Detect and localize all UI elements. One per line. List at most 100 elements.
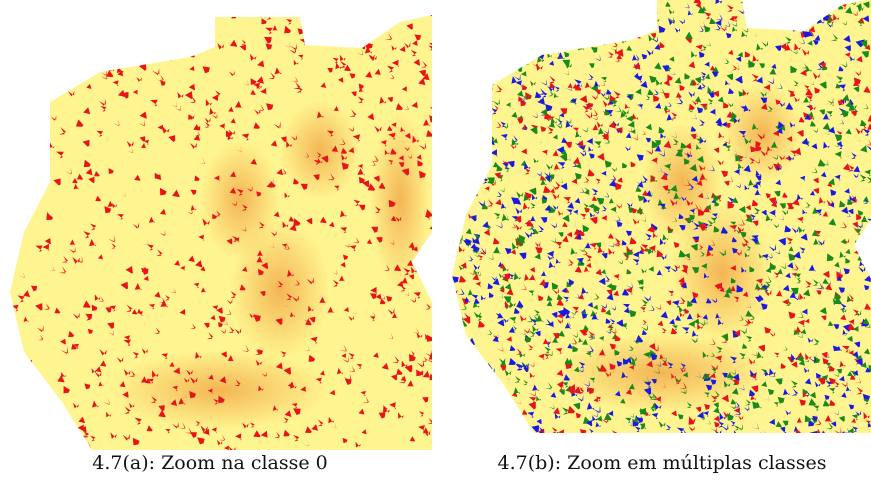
sample-point	[465, 346, 471, 352]
sample-point	[552, 26, 558, 32]
sample-point	[2, 367, 10, 375]
figure-images	[0, 0, 871, 450]
sample-point	[139, 28, 146, 34]
sample-point	[797, 3, 802, 8]
sample-point	[551, 446, 558, 450]
sample-point	[40, 427, 47, 435]
sample-point	[535, 52, 540, 57]
sample-point	[445, 16, 452, 23]
sample-point	[24, 11, 31, 18]
sample-point	[608, 15, 615, 22]
sample-point	[428, 287, 434, 293]
sample-point	[49, 91, 55, 96]
sample-point	[811, 440, 817, 445]
sample-point	[499, 33, 504, 38]
sample-point	[458, 359, 465, 366]
sample-point	[458, 70, 464, 77]
sample-point	[475, 33, 483, 41]
sample-point	[497, 440, 503, 446]
sample-point	[427, 239, 433, 245]
sample-point	[602, 23, 608, 29]
sample-point	[778, 13, 786, 21]
sample-point	[320, 8, 327, 15]
sample-point	[780, 444, 786, 450]
sample-point	[166, 55, 172, 61]
sample-point	[319, 8, 325, 14]
sample-point	[541, 35, 546, 40]
sample-point	[17, 351, 23, 357]
sample-point	[484, 150, 490, 155]
sample-point	[159, 24, 165, 30]
sample-point	[434, 352, 440, 358]
sample-point	[508, 1, 515, 7]
sample-point	[476, 70, 483, 77]
sample-point	[456, 118, 463, 125]
sample-point	[567, 19, 574, 26]
sample-point	[455, 53, 462, 60]
sample-point	[473, 128, 480, 134]
sample-point	[445, 5, 452, 11]
sample-point	[479, 143, 485, 149]
sample-point	[1, 328, 8, 335]
sample-point	[807, 444, 812, 449]
sample-point	[456, 189, 463, 196]
sample-point	[536, 26, 543, 33]
sample-point	[753, 0, 760, 4]
sample-point	[612, 25, 618, 31]
sample-point	[598, 1, 605, 8]
sample-point	[21, 141, 29, 149]
sample-point	[455, 434, 461, 440]
sample-point	[154, 27, 161, 34]
sample-point	[864, 439, 871, 446]
sample-point	[468, 390, 474, 397]
sample-point	[182, 45, 188, 51]
sample-point	[31, 66, 38, 73]
sample-point	[794, 446, 802, 451]
sample-point	[608, 33, 616, 40]
sample-point	[490, 437, 496, 443]
sample-point	[4, 427, 11, 435]
sample-point	[464, 377, 471, 384]
sample-point	[430, 374, 436, 380]
sample-point	[788, 15, 793, 21]
sample-point	[627, 0, 634, 6]
sample-point	[22, 22, 29, 29]
sample-point	[47, 393, 53, 398]
sample-point	[863, 236, 869, 242]
sample-point	[316, 33, 321, 38]
sample-point	[583, 441, 589, 447]
sample-point	[504, 432, 510, 438]
sample-point	[444, 48, 451, 55]
sample-point	[456, 354, 461, 360]
sample-point	[35, 168, 40, 173]
sample-point	[466, 37, 473, 44]
sample-point	[444, 373, 450, 379]
sample-point	[486, 83, 493, 90]
sample-point	[13, 442, 18, 447]
sample-point	[855, 240, 860, 245]
sample-point	[817, 446, 824, 451]
sample-point	[461, 180, 466, 186]
sample-point	[759, 14, 765, 20]
sample-point	[645, 433, 651, 439]
sample-point	[35, 130, 42, 137]
sample-point	[644, 28, 649, 34]
sample-point	[536, 36, 541, 41]
sample-point	[597, 433, 604, 441]
sample-point	[516, 439, 522, 444]
sample-point	[509, 441, 514, 446]
sample-point	[113, 19, 119, 26]
sample-point	[25, 43, 32, 50]
sample-point	[510, 0, 517, 5]
sample-point	[448, 326, 453, 331]
sample-point	[25, 174, 31, 180]
sample-point	[553, 29, 559, 35]
sample-point	[456, 318, 463, 325]
sample-point	[204, 18, 211, 25]
sample-point	[13, 411, 18, 416]
sample-point	[406, 12, 413, 19]
sample-point	[274, 10, 281, 16]
sample-point	[153, 31, 160, 38]
sample-point	[559, 18, 564, 24]
sample-point	[446, 318, 452, 325]
